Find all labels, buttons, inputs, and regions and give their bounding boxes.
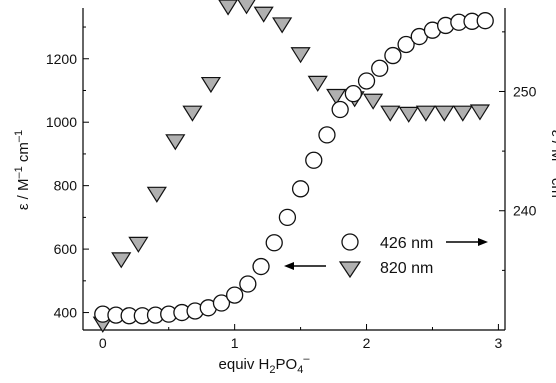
data-point-426nm — [278, 208, 297, 227]
data-point-426nm — [476, 12, 494, 30]
data-point-820nm — [469, 104, 491, 121]
data-point-426nm — [226, 286, 244, 304]
data-point-820nm — [398, 106, 419, 123]
data-point-820nm — [182, 105, 203, 122]
legend: 426 nm 820 nm — [284, 233, 488, 279]
data-point-820nm — [111, 252, 132, 269]
legend-marker-426nm — [341, 233, 359, 251]
data-point-426nm — [291, 180, 310, 198]
data-point-820nm — [326, 88, 347, 106]
data-point-426nm — [397, 35, 415, 54]
legend-marker-820nm — [338, 261, 362, 279]
data-point-820nm — [434, 105, 455, 122]
left-y-tick-label: 600 — [54, 241, 78, 257]
data-point-820nm — [200, 76, 222, 94]
legend-arrowhead-left — [284, 262, 294, 270]
data-point-820nm — [253, 6, 274, 23]
data-point-820nm — [165, 134, 186, 151]
data-point-820nm — [237, 0, 256, 15]
data-point-426nm — [344, 85, 362, 103]
right-y-tick-label: 250 — [513, 83, 537, 99]
data-point-426nm — [212, 294, 231, 312]
right-y-axis-ticks: 240 250 — [499, 31, 537, 271]
data-point-426nm — [305, 151, 323, 169]
series-layer — [92, 0, 494, 333]
data-point-426nm — [357, 72, 376, 90]
left-y-axis-ticks: 400 600 800 1000 1200 — [46, 26, 89, 321]
data-point-820nm — [380, 105, 401, 122]
data-point-820nm — [307, 75, 328, 92]
data-point-426nm — [384, 46, 402, 65]
data-point-820nm — [452, 105, 473, 122]
data-point-820nm — [218, 0, 238, 16]
left-y-tick-label: 400 — [54, 305, 78, 321]
data-point-820nm — [146, 186, 167, 203]
plot-frame — [82, 8, 506, 331]
legend-label-426nm: 426 nm — [380, 235, 433, 252]
x-tick-label: 0 — [99, 335, 107, 351]
x-tick-label: 2 — [363, 335, 371, 351]
x-axis-label: equiv H2PO4– — [219, 353, 311, 376]
data-point-820nm — [415, 105, 436, 122]
right-y-axis-label: ε / M–1 cm–1 — [548, 130, 556, 210]
data-point-426nm — [318, 126, 336, 144]
data-point-426nm — [265, 234, 283, 252]
left-y-tick-label: 1000 — [46, 114, 77, 130]
data-point-426nm — [252, 257, 270, 276]
data-point-426nm — [371, 59, 389, 77]
data-point-820nm — [128, 236, 149, 253]
left-y-axis-label: ε / M–1 cm–1 — [13, 130, 32, 210]
data-point-426nm — [239, 275, 257, 293]
x-axis-ticks: 0 1 2 3 — [99, 324, 503, 351]
left-y-tick-label: 800 — [54, 178, 78, 194]
data-point-426nm — [331, 100, 349, 119]
x-tick-label: 1 — [231, 335, 239, 351]
legend-label-820nm: 820 nm — [380, 260, 433, 277]
x-tick-label: 3 — [495, 335, 503, 351]
legend-arrowhead-right — [478, 238, 488, 246]
data-point-820nm — [290, 47, 311, 64]
data-point-820nm — [363, 93, 384, 110]
right-y-tick-label: 240 — [513, 203, 537, 219]
data-point-820nm — [272, 17, 293, 34]
left-y-tick-label: 1200 — [46, 51, 77, 67]
